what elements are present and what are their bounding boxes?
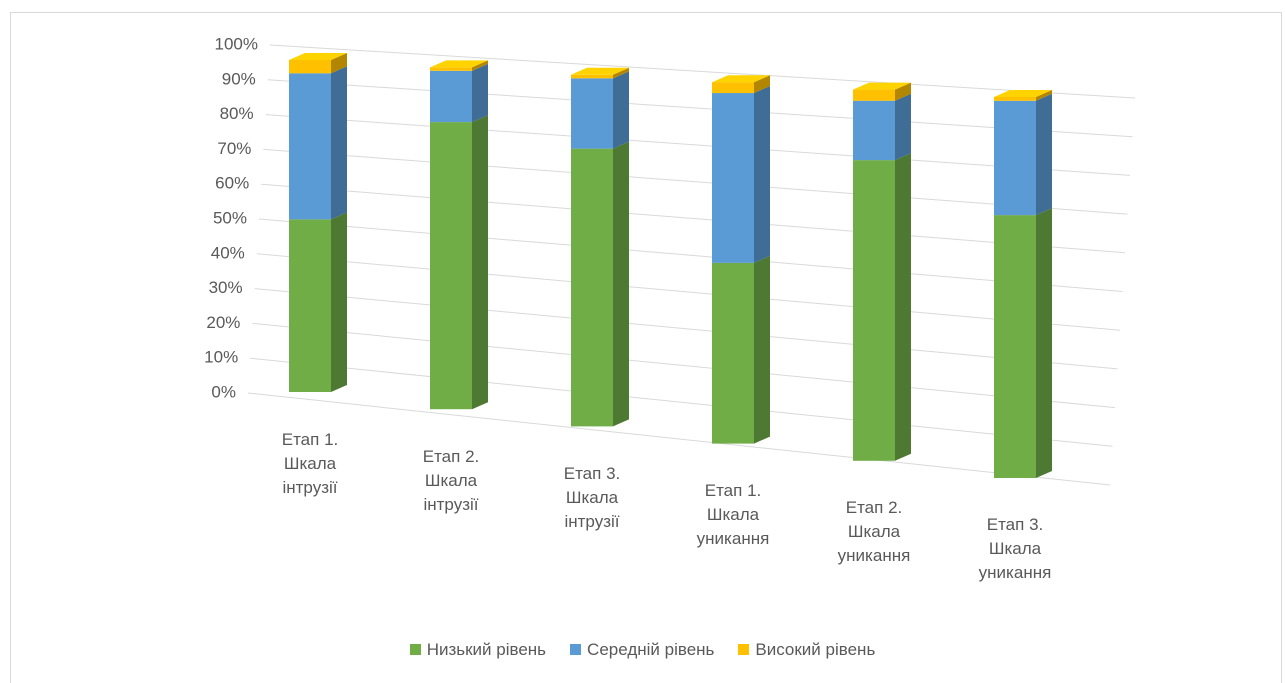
bar-segment [430, 122, 472, 410]
legend-swatch [409, 644, 421, 655]
bar-side [754, 255, 770, 444]
x-tick-label: Етап 2. Шкала інтрузії [422, 447, 480, 514]
bar-side [1036, 208, 1052, 479]
bar-side [331, 66, 347, 220]
y-tick-label: 50% [213, 208, 247, 227]
bar-side [331, 53, 347, 74]
legend-label: Середній рівень [587, 640, 715, 659]
legend: Низький рівень Середній рівень Високий рів… [0, 640, 1285, 660]
grid-line [261, 183, 1126, 254]
bar-side [895, 93, 911, 161]
bar-side [613, 67, 629, 79]
grid-line [254, 288, 1118, 370]
bar-segment [571, 78, 613, 149]
legend-swatch [738, 644, 750, 655]
x-tick-label: Етап 1. Шкала уникання [696, 481, 770, 548]
bar-side [613, 71, 629, 149]
legend-label: Високий рівень [755, 640, 876, 659]
bar-side [331, 212, 347, 392]
bar-segment [712, 262, 754, 444]
bar-top [712, 75, 770, 83]
y-tick-label: 0% [211, 382, 236, 401]
bar-segment [712, 82, 754, 94]
grid-line [263, 148, 1128, 215]
bar-side [1036, 90, 1052, 101]
y-tick-label: 100% [215, 34, 258, 53]
bar-side [754, 86, 770, 263]
grid-line [269, 44, 1136, 99]
x-tick-label: Етап 3. Шкала уникання [978, 515, 1052, 582]
bar-segment [430, 70, 472, 123]
y-tick-label: 10% [204, 348, 238, 367]
y-tick-label: 30% [209, 278, 243, 297]
bar-top [289, 53, 347, 60]
bar-segment [289, 60, 331, 74]
bar-side [472, 60, 488, 71]
y-tick-label: 80% [220, 104, 254, 123]
bar-segment [289, 73, 331, 220]
bar-segment [571, 148, 613, 427]
bar-segment [994, 97, 1036, 101]
bar-side [472, 115, 488, 410]
grid-line [250, 357, 1113, 447]
legend-label: Низький рівень [426, 640, 547, 659]
bar-top [994, 90, 1052, 97]
legend-swatch [570, 644, 582, 655]
legend-item: Середній рівень [570, 640, 714, 660]
bar-top [430, 60, 488, 68]
bar-segment [853, 100, 895, 161]
y-tick-label: 40% [211, 243, 245, 262]
x-tick-label: Етап 1. Шкала інтрузії [281, 430, 339, 497]
grid-line [256, 253, 1121, 331]
bar-segment [571, 74, 613, 79]
bar-side [472, 63, 488, 123]
bar-top [853, 82, 911, 90]
x-tick-label: Етап 3. Шкала інтрузії [563, 464, 621, 531]
bar-side [895, 153, 911, 461]
bar-side [613, 141, 629, 427]
bar-side [754, 75, 770, 94]
grid-line [252, 322, 1116, 409]
chart-frame [10, 12, 1282, 683]
grid-line [258, 218, 1123, 292]
bar-segment [430, 67, 472, 71]
y-tick-label: 90% [222, 69, 256, 88]
bar-segment [853, 89, 895, 101]
bar-segment [853, 160, 895, 461]
grid-line [265, 114, 1131, 176]
bar-segment [289, 219, 331, 392]
y-tick-label: 70% [217, 139, 251, 158]
bar-top [571, 67, 629, 75]
bar-side [895, 82, 911, 101]
legend-item: Високий рівень [738, 640, 875, 660]
bar-segment [994, 215, 1036, 479]
bar-side [1036, 93, 1052, 216]
grid-line [267, 79, 1133, 138]
bar-segment [994, 100, 1036, 216]
grid-line [247, 392, 1111, 486]
y-tick-label: 20% [206, 313, 240, 332]
legend-item: Низький рівень [409, 640, 547, 660]
x-tick-label: Етап 2. Шкала уникання [837, 498, 911, 565]
y-tick-label: 60% [215, 174, 249, 193]
bar-segment [712, 93, 754, 263]
